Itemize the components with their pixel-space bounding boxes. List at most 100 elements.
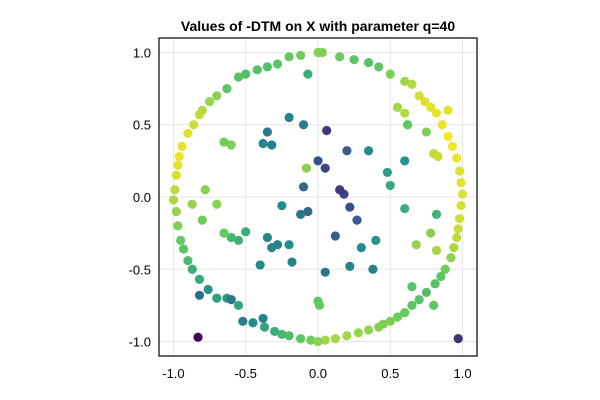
data-point bbox=[363, 146, 374, 156]
x-tick-label: 1.0 bbox=[454, 366, 472, 381]
data-point bbox=[303, 69, 313, 79]
data-point bbox=[400, 108, 410, 118]
data-point bbox=[320, 267, 330, 277]
data-point bbox=[267, 140, 277, 150]
data-point bbox=[306, 335, 316, 345]
data-point bbox=[174, 151, 184, 162]
x-tick-label: -1.0 bbox=[162, 366, 184, 381]
data-point bbox=[277, 201, 287, 211]
data-point bbox=[371, 235, 381, 245]
data-point bbox=[203, 284, 213, 295]
data-point bbox=[453, 224, 463, 234]
data-point bbox=[176, 235, 186, 245]
data-point bbox=[178, 244, 189, 254]
data-point bbox=[400, 156, 410, 166]
data-point bbox=[226, 232, 236, 243]
data-point bbox=[296, 50, 306, 60]
data-point bbox=[197, 215, 207, 225]
data-point bbox=[378, 319, 388, 329]
data-point bbox=[420, 97, 430, 107]
data-point bbox=[456, 177, 466, 188]
data-point bbox=[431, 209, 442, 219]
y-tick-label: 0.5 bbox=[133, 118, 151, 133]
data-point bbox=[426, 228, 436, 238]
data-point bbox=[430, 279, 440, 289]
data-point bbox=[270, 326, 280, 337]
x-tick-label: 0.0 bbox=[309, 366, 327, 381]
data-point bbox=[296, 209, 306, 219]
data-point bbox=[194, 274, 205, 284]
data-point bbox=[431, 108, 442, 118]
data-point bbox=[407, 300, 417, 311]
data-point bbox=[335, 52, 345, 62]
data-point bbox=[183, 128, 193, 138]
data-point bbox=[193, 332, 203, 342]
data-point bbox=[411, 240, 421, 250]
data-point bbox=[313, 336, 323, 347]
data-point bbox=[446, 253, 456, 263]
data-point bbox=[368, 264, 378, 274]
data-point bbox=[322, 125, 332, 136]
data-point bbox=[194, 110, 205, 120]
data-point bbox=[187, 264, 197, 274]
data-point bbox=[330, 231, 340, 241]
data-point bbox=[349, 55, 359, 65]
plot-frame bbox=[158, 37, 478, 357]
data-point bbox=[433, 151, 443, 162]
data-point bbox=[284, 331, 294, 341]
data-point bbox=[284, 240, 294, 250]
data-point bbox=[342, 331, 352, 341]
data-point bbox=[414, 91, 424, 101]
data-point bbox=[407, 282, 417, 292]
x-tick-label: 0.5 bbox=[381, 366, 399, 381]
data-point bbox=[317, 47, 327, 58]
data-point bbox=[455, 214, 465, 224]
y-tick-label: -0.5 bbox=[129, 262, 151, 277]
data-point bbox=[233, 235, 244, 245]
data-point bbox=[171, 170, 181, 180]
data-point bbox=[298, 182, 309, 192]
y-tick-label: 1.0 bbox=[133, 45, 151, 60]
data-points bbox=[168, 47, 468, 347]
data-point bbox=[222, 83, 232, 94]
data-point bbox=[385, 180, 395, 191]
y-axis-ticks: -1.0 -0.5 0.0 0.5 1.0 bbox=[129, 45, 151, 349]
data-point bbox=[443, 131, 453, 141]
data-point bbox=[452, 153, 462, 163]
data-point bbox=[233, 300, 244, 311]
data-point bbox=[431, 245, 442, 256]
data-point bbox=[277, 329, 287, 339]
data-point bbox=[456, 201, 466, 211]
data-point bbox=[320, 163, 330, 173]
data-point bbox=[187, 199, 197, 209]
data-point bbox=[429, 300, 439, 311]
data-point bbox=[421, 287, 432, 297]
data-point bbox=[437, 120, 447, 130]
data-point bbox=[183, 256, 193, 266]
data-point bbox=[296, 334, 306, 344]
data-point bbox=[385, 69, 395, 79]
data-point bbox=[284, 112, 294, 123]
data-point bbox=[452, 232, 462, 243]
data-point bbox=[449, 242, 459, 253]
data-point bbox=[173, 221, 183, 231]
data-point bbox=[314, 300, 325, 311]
data-point bbox=[345, 202, 355, 212]
data-point bbox=[363, 57, 374, 68]
data-point bbox=[168, 195, 179, 205]
data-point bbox=[392, 102, 403, 112]
data-point bbox=[356, 242, 366, 253]
data-point bbox=[212, 91, 222, 101]
data-point bbox=[189, 120, 199, 130]
data-point bbox=[233, 72, 244, 82]
data-point bbox=[284, 52, 294, 62]
x-axis-ticks: -1.0 -0.5 0.0 0.5 1.0 bbox=[162, 366, 471, 381]
data-point bbox=[212, 293, 222, 303]
data-point bbox=[374, 62, 384, 72]
data-point bbox=[426, 102, 436, 112]
data-point bbox=[258, 138, 268, 149]
data-point bbox=[400, 76, 410, 86]
data-point bbox=[330, 334, 340, 344]
